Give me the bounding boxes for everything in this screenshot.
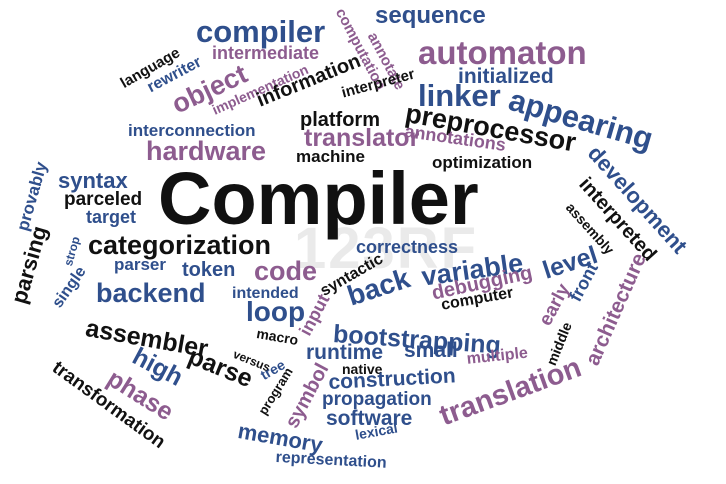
word-parsing: parsing: [6, 223, 53, 307]
word-interconnection: interconnection: [128, 121, 256, 140]
word-automaton: automaton: [418, 34, 587, 71]
word-syntax: syntax: [58, 168, 128, 193]
word-provably: provably: [13, 159, 51, 233]
word-code: code: [254, 256, 318, 286]
word-intermediate: intermediate: [212, 43, 320, 63]
word-initialized: initialized: [458, 65, 554, 88]
word-translator: translator: [304, 124, 420, 152]
word-correctness: correctness: [356, 237, 459, 257]
word-single: single: [49, 263, 90, 312]
word-software: software: [326, 407, 413, 430]
word-multiple: multiple: [465, 344, 529, 368]
word-machine: machine: [296, 147, 365, 166]
word-optimization: optimization: [432, 153, 533, 172]
watermark: 123RF: [294, 216, 479, 281]
word-compiler-main: Compiler: [158, 157, 479, 240]
word-propagation: propagation: [322, 389, 432, 410]
word-target: target: [86, 207, 137, 227]
word-sequence: sequence: [375, 2, 486, 29]
word-parser: parser: [114, 255, 166, 274]
word-intended: intended: [232, 285, 299, 302]
word-runtime: runtime: [306, 341, 384, 364]
word-platform: platform: [300, 109, 380, 131]
word-categorization: categorization: [88, 230, 272, 260]
word-strop: strop: [61, 234, 83, 268]
word-loop: loop: [246, 296, 306, 327]
word-parceled: parceled: [64, 189, 143, 210]
word-small: small: [404, 339, 458, 362]
word-compiler-top: compiler: [196, 14, 326, 49]
word-backend: backend: [96, 278, 206, 308]
word-macro: macro: [255, 325, 300, 349]
word-token: token: [182, 259, 236, 281]
word-early: early: [535, 280, 575, 330]
word-translation: translation: [435, 351, 586, 433]
word-hardware: hardware: [146, 136, 267, 166]
word-linker: linker: [418, 78, 501, 113]
word-representation: representation: [275, 449, 388, 472]
word-native: native: [342, 361, 383, 377]
